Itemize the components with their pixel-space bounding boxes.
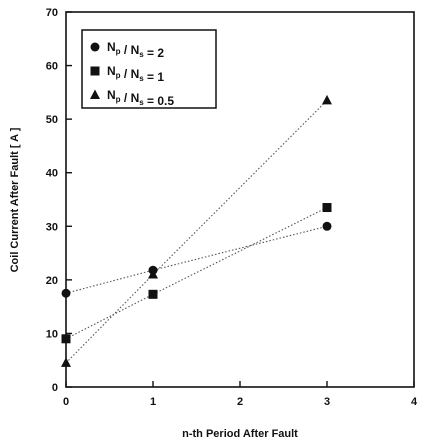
legend-ratio-value: 2: [157, 46, 164, 60]
data-point-square: [61, 334, 71, 344]
series-markers: [61, 94, 332, 367]
x-tick-label: 2: [237, 396, 243, 408]
legend-ratio-value: 1: [157, 70, 164, 84]
data-point-triangle: [148, 269, 158, 279]
series-line-square: [65, 207, 328, 340]
x-tick-label: 0: [63, 396, 69, 408]
y-tick-label: 60: [46, 61, 58, 73]
y-axis-label: Coil Current After Fault [ A ]: [9, 127, 21, 272]
y-tick-label: 50: [46, 114, 58, 126]
data-point-square: [148, 289, 158, 299]
y-tick-label: 0: [52, 382, 58, 394]
data-point-triangle: [322, 94, 332, 105]
series-line-circle: [65, 225, 328, 294]
y-tick-label: 70: [46, 7, 58, 19]
data-point-circle: [322, 221, 332, 231]
y-tick-label: 30: [46, 221, 58, 233]
legend-label: Np / Ns = 0.5: [107, 88, 174, 108]
y-tick-label: 40: [46, 168, 58, 180]
legend-label: Np / Ns = 2: [107, 40, 164, 60]
series-lines: [65, 100, 328, 364]
legend-label: Np / Ns = 1: [107, 64, 164, 84]
x-tick-label: 1: [150, 396, 156, 408]
x-axis-label: n-th Period After Fault: [182, 428, 298, 440]
legend-marker-circle: [90, 42, 100, 52]
legend: Np / Ns = 2 Np / Ns = 1 Np / Ns = 0.5: [81, 29, 217, 109]
data-point-triangle: [61, 357, 71, 367]
y-tick-label: 10: [46, 328, 58, 340]
legend-marker-square: [90, 66, 100, 76]
x-tick-label: 3: [324, 396, 330, 408]
legend-ratio-value: 0.5: [157, 94, 174, 108]
legend-marker-triangle: [90, 89, 100, 99]
y-tick-label: 20: [46, 275, 58, 287]
data-point-circle: [61, 288, 71, 298]
legend-box: [81, 29, 217, 109]
series-line-triangle: [65, 100, 328, 364]
x-tick-label: 4: [411, 396, 418, 408]
data-point-square: [322, 203, 332, 213]
